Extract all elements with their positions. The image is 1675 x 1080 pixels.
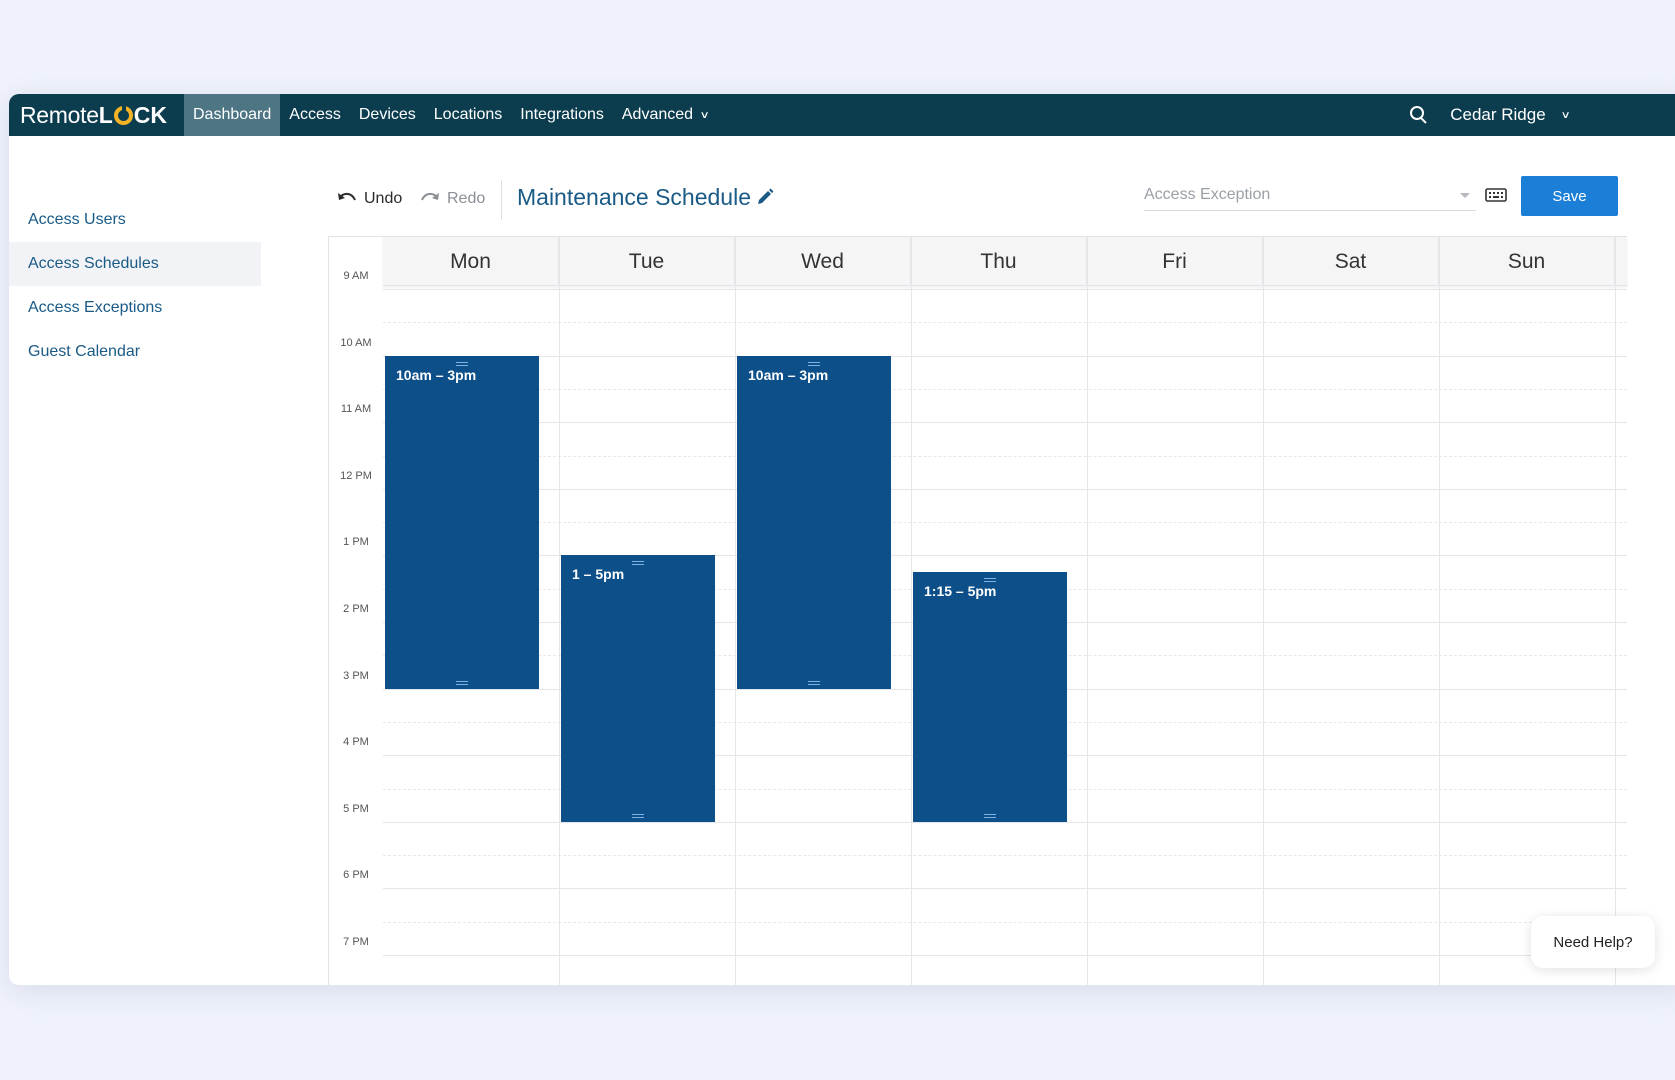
time-label: 9 AM [343,270,369,282]
hour-line [383,821,1627,823]
schedule-block-thu[interactable]: 1:15 – 5pm [913,572,1067,822]
logo-text: Remote [20,101,99,128]
schedule-block-tue[interactable]: 1 – 5pm [561,555,715,822]
day-header-thu: Thu [911,237,1087,286]
logo-lock-ck: CK [133,101,168,128]
redo-icon [421,192,439,201]
time-label: 7 PM [343,936,369,948]
top-nav: Remote L CK Dashboard Access Devices Locat… [9,94,1675,136]
calendar-grid[interactable]: 10am – 3pm 1 – 5pm 10am – 3pm 1:15 – 5pm [383,237,1627,985]
resize-handle-icon[interactable] [456,361,468,366]
time-label: 10 AM [340,336,372,349]
day-header-fri: Fri [1087,237,1263,286]
search-icon[interactable] [1408,104,1430,126]
nav-access[interactable]: Access [289,106,341,123]
need-help-button[interactable]: Need Help? [1531,916,1655,968]
day-header-tue: Tue [559,237,735,286]
schedule-title[interactable]: Maintenance Schedule [517,184,751,210]
nav-dashboard[interactable]: Dashboard [184,94,281,136]
half-hour-line [383,388,1627,390]
column-divider [911,237,912,985]
resize-handle-icon[interactable] [808,361,820,366]
access-exception-placeholder: Access Exception [1144,186,1271,203]
time-label: 1 PM [343,536,369,549]
location-name: Cedar Ridge [1450,105,1546,124]
nav-devices[interactable]: Devices [358,106,416,123]
nav-advanced-label: Advanced [621,106,694,123]
keyboard-icon[interactable] [1485,188,1507,202]
hour-line [383,355,1627,357]
logo[interactable]: Remote L CK [9,94,184,136]
hour-line [383,289,1627,290]
time-label: 12 PM [340,469,372,482]
time-label: 5 PM [343,802,369,815]
hour-line [383,555,1627,557]
column-divider [1087,237,1088,985]
column-divider [735,237,736,985]
chevron-down-icon: ∨ [699,109,710,121]
schedule-block-mon[interactable]: 10am – 3pm [385,355,539,689]
nav-locations[interactable]: Locations [433,106,503,123]
day-header-sat: Sat [1263,237,1439,286]
week-calendar: Mon Tue Wed Thu Fri Sat Sun 9 AM 10 AM 11 AM 12 P… [328,236,1627,985]
day-header-row: Mon Tue Wed Thu Fri Sat Sun [383,237,1627,286]
schedule-block-label: 10am – 3pm [396,366,477,383]
hour-line [383,888,1627,890]
half-hour-line [383,921,1627,923]
half-hour-line [383,322,1627,324]
time-label: 2 PM [343,603,369,615]
column-divider [1263,237,1264,985]
resize-handle-icon[interactable] [984,813,996,818]
logo-lock-icon [113,103,133,125]
redo-label: Redo [447,190,486,207]
resize-handle-icon[interactable] [456,680,468,685]
hour-line [383,422,1627,424]
sidebar-item-access-exceptions[interactable]: Access Exceptions [28,299,163,316]
time-label: 6 PM [343,869,369,882]
schedule-block-label: 1:15 – 5pm [924,583,997,600]
hour-line [383,955,1627,956]
sidebar-item-guest-calendar[interactable]: Guest Calendar [28,343,141,360]
schedule-block-label: 10am – 3pm [748,366,829,383]
sidebar-item-access-users[interactable]: Access Users [28,211,126,228]
day-header-mon: Mon [383,237,559,286]
pencil-icon[interactable] [756,188,774,206]
half-hour-line [383,522,1627,524]
time-label: 11 AM [340,403,372,416]
undo-button[interactable]: Undo [337,187,402,211]
resize-handle-icon[interactable] [984,578,996,583]
caret-down-icon [1460,193,1470,198]
resize-handle-icon[interactable] [808,680,820,685]
column-divider [1439,237,1440,985]
chevron-down-icon: ∨ [1560,109,1571,121]
logo-lock-l: L [98,101,113,128]
toolbar-divider [501,180,502,220]
hour-line [383,488,1627,490]
app-window: Remote L CK Dashboard Access Devices Locat… [9,94,1675,985]
undo-icon [338,192,356,201]
resize-handle-icon[interactable] [632,813,644,818]
location-select[interactable]: Cedar Ridge ∨ [1450,105,1571,125]
day-header-wed: Wed [735,237,911,286]
nav-advanced[interactable]: Advanced ∨ [613,94,718,136]
half-hour-line [383,855,1627,857]
day-header-sun: Sun [1439,237,1615,286]
column-divider [559,237,560,985]
sidebar: Access Users Access Schedules Access Exc… [9,136,261,985]
schedule-block-wed[interactable]: 10am – 3pm [737,355,891,689]
nav-right: Cedar Ridge ∨ [1408,94,1571,136]
time-label: 4 PM [343,736,369,749]
access-exception-select[interactable]: Access Exception [1144,180,1476,211]
half-hour-line [383,455,1627,457]
undo-label: Undo [364,190,403,207]
save-button[interactable]: Save [1521,176,1618,216]
time-label: 3 PM [343,669,369,682]
column-divider [1615,237,1616,985]
nav-integrations[interactable]: Integrations [520,106,604,123]
sidebar-item-access-schedules[interactable]: Access Schedules [9,242,261,286]
resize-handle-icon[interactable] [632,561,644,566]
schedule-block-label: 1 – 5pm [572,566,625,583]
redo-button[interactable]: Redo [420,187,485,211]
